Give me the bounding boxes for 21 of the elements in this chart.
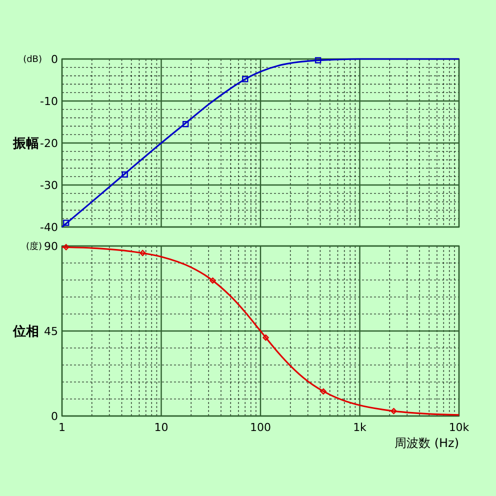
x-tick-label: 1 xyxy=(58,421,66,434)
x-tick-label: 10 xyxy=(154,421,168,434)
point xyxy=(182,121,189,128)
x-tick-label: 100 xyxy=(250,421,271,434)
y-tick-label: -10 xyxy=(40,94,58,108)
x-axis-title: 周波数 (Hz) xyxy=(394,436,459,450)
x-tick-label: 1k xyxy=(353,421,368,434)
y-tick-label: 0 xyxy=(51,52,58,66)
text: (dB) xyxy=(23,55,42,65)
y-tick-label: 45 xyxy=(44,324,58,338)
point xyxy=(122,171,128,178)
y-tick-label: 0 xyxy=(51,410,58,423)
y-tick-label: -30 xyxy=(40,178,58,192)
y-tick-label: 90 xyxy=(44,240,58,253)
y-axis-title: 振幅 xyxy=(12,136,39,152)
y-tick-label: -20 xyxy=(40,136,58,150)
text: (度) xyxy=(26,241,42,252)
point xyxy=(242,76,248,82)
x-tick-label: 10k xyxy=(448,421,470,434)
y-tick-label: -40 xyxy=(40,220,58,234)
y-axis-title: 位相 xyxy=(12,324,39,340)
